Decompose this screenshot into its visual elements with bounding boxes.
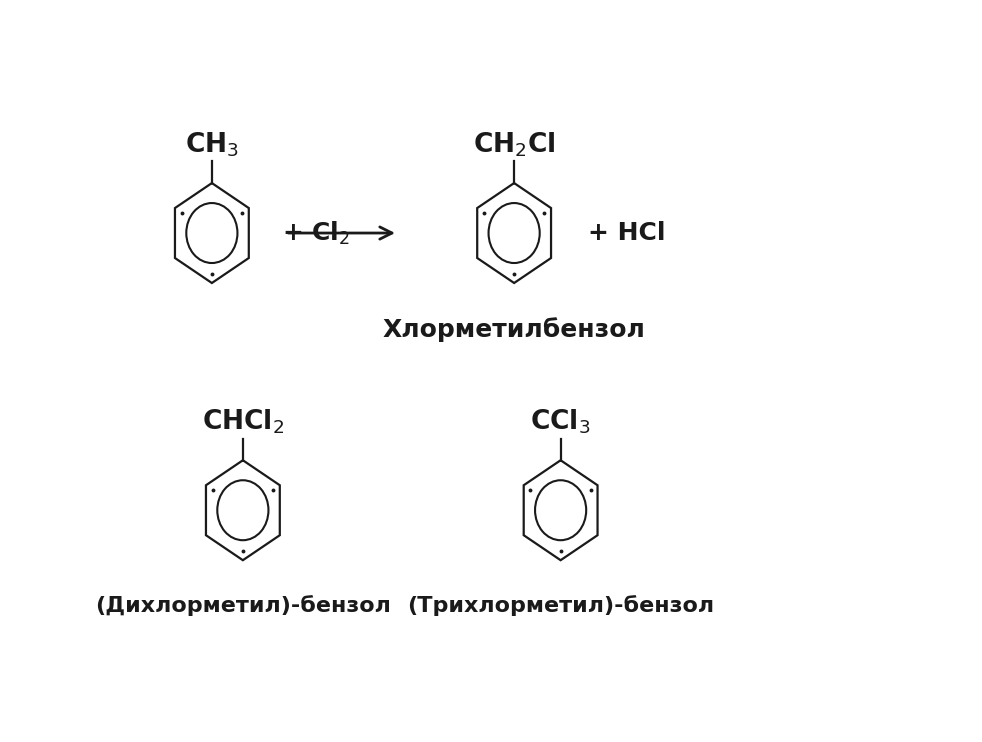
Text: Хлорметилбензол: Хлорметилбензол	[383, 318, 645, 343]
Text: CCl$_3$: CCl$_3$	[530, 408, 591, 436]
Text: (Дихлорметил)-бензол: (Дихлорметил)-бензол	[95, 595, 391, 616]
Text: + HCl: + HCl	[588, 221, 665, 245]
Text: CH$_2$Cl: CH$_2$Cl	[473, 131, 556, 160]
Text: CH$_3$: CH$_3$	[185, 131, 239, 160]
Text: (Трихлорметил)-бензол: (Трихлорметил)-бензол	[408, 595, 714, 616]
Text: CHCl$_2$: CHCl$_2$	[202, 408, 284, 436]
Text: + Cl$_2$: + Cl$_2$	[282, 220, 350, 246]
